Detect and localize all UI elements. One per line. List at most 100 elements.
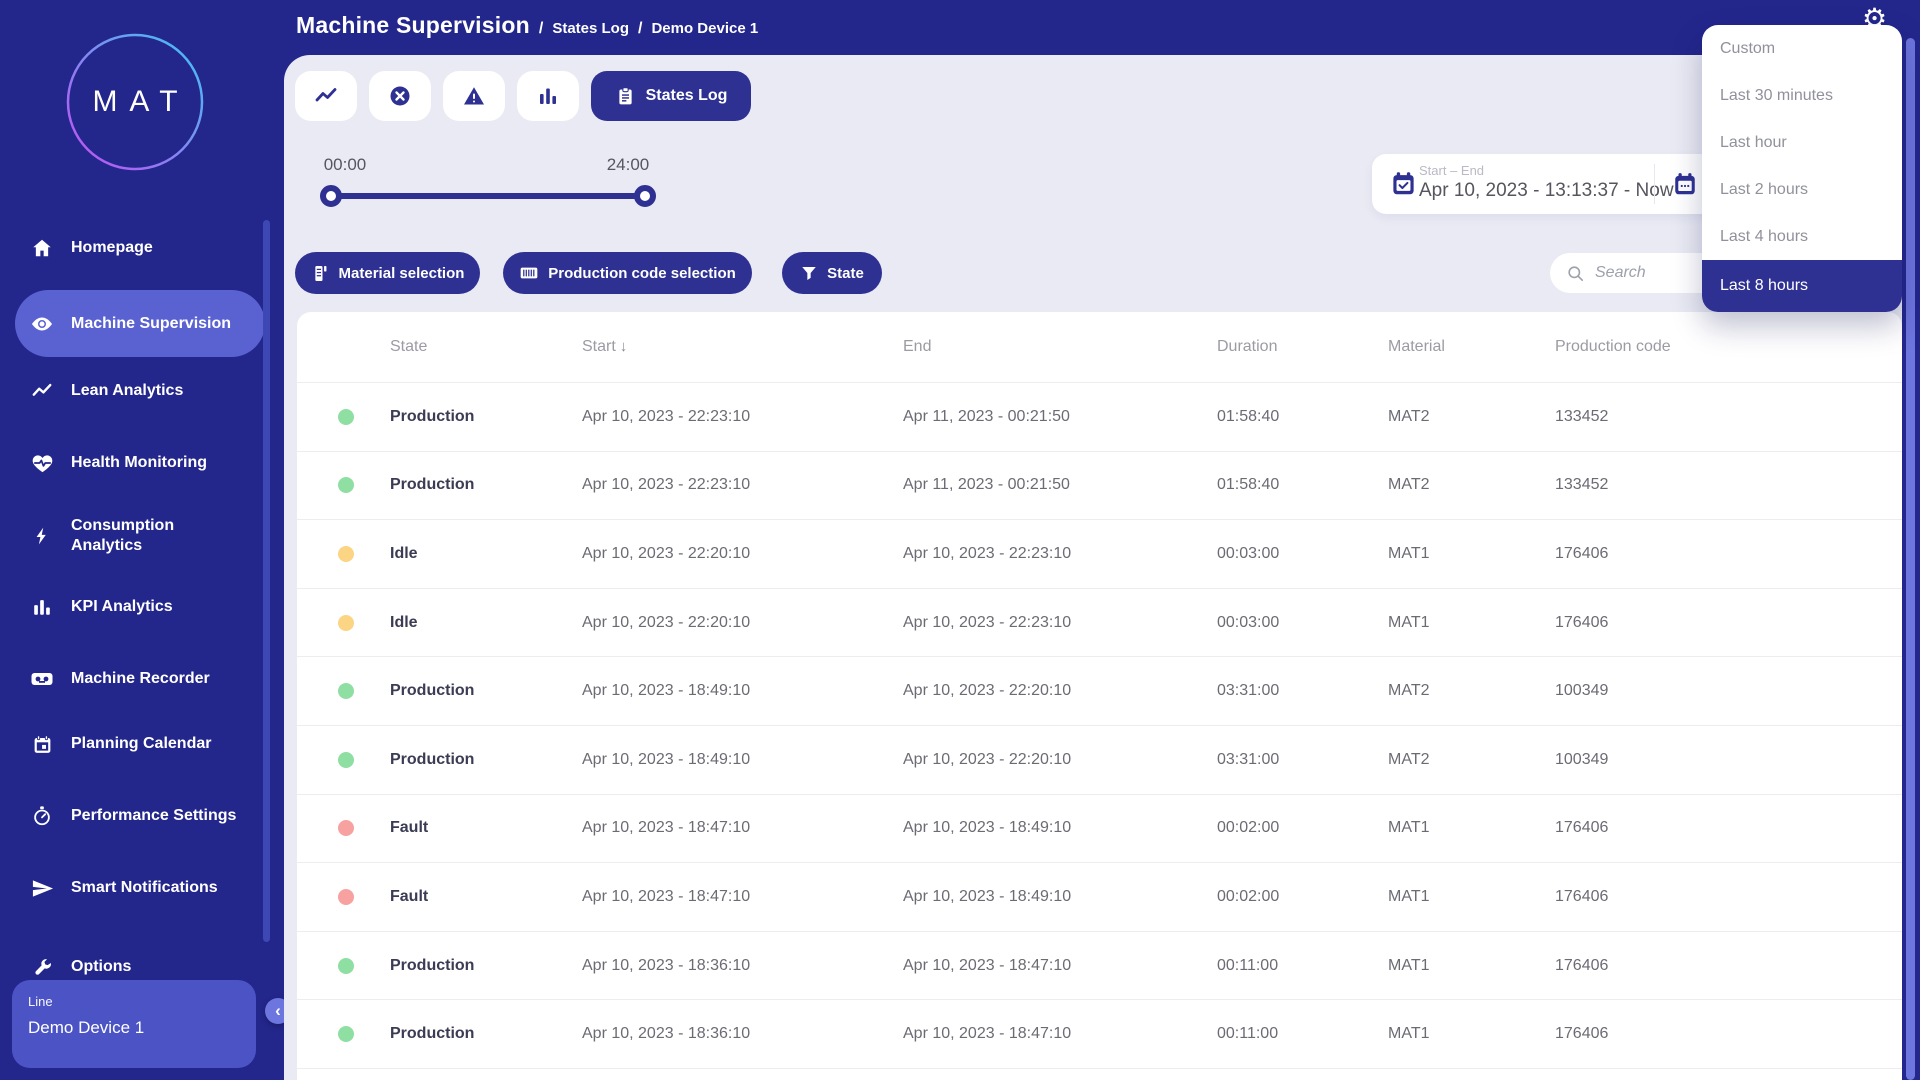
column-header-start[interactable]: Start ↓: [582, 338, 628, 355]
brand-logo: MAT: [65, 32, 205, 172]
divider: [1654, 164, 1655, 204]
cell-start: Apr 10, 2023 - 18:36:10: [582, 956, 751, 974]
column-header-state[interactable]: State: [390, 338, 428, 355]
cell-material: MAT1: [1388, 956, 1430, 974]
table-row[interactable]: Fault Apr 10, 2023 - 18:47:10 Apr 10, 20…: [297, 795, 1902, 864]
column-header-production-code[interactable]: Production code: [1555, 338, 1671, 355]
sort-desc-icon: ↓: [619, 338, 628, 355]
cell-end: Apr 10, 2023 - 18:49:10: [903, 819, 1072, 837]
search-icon: [1568, 265, 1584, 281]
device-name: Demo Device 1: [28, 1018, 145, 1037]
time-slider-handle-start[interactable]: [320, 185, 342, 207]
dropdown-item[interactable]: Last 30 minutes: [1702, 72, 1902, 119]
tab-trend[interactable]: [295, 71, 357, 121]
cell-production-code: 176406: [1555, 887, 1609, 905]
tab-faults[interactable]: [369, 71, 431, 121]
main-content: States Log 00:00 24:00 Start – End Apr 1…: [284, 55, 1902, 1080]
sidebar-item-planning-calendar[interactable]: Planning Calendar: [15, 732, 265, 756]
cell-end: Apr 10, 2023 - 22:23:10: [903, 544, 1072, 562]
cell-material: MAT1: [1388, 544, 1430, 562]
sidebar-item-label: Machine Recorder: [71, 670, 210, 687]
sidebar-item-machine-recorder[interactable]: Machine Recorder: [15, 667, 265, 691]
sidebar-item-label: Smart Notifications: [71, 879, 218, 896]
cell-state: Production: [390, 956, 475, 974]
dropdown-item-label: Last 30 minutes: [1720, 87, 1833, 104]
status-dot: [338, 1026, 354, 1043]
chevron-left-icon: ‹: [275, 1001, 281, 1020]
dropdown-item-label: Last hour: [1720, 134, 1787, 151]
table-row[interactable]: Production Apr 10, 2023 - 18:49:10 Apr 1…: [297, 657, 1902, 726]
status-dot: [338, 683, 354, 700]
trend-icon: [315, 88, 337, 102]
cell-state: Fault: [390, 819, 429, 837]
production-code-selection-button[interactable]: Production code selection: [503, 252, 752, 294]
time-slider-handle-end[interactable]: [634, 185, 656, 207]
cell-material: MAT1: [1388, 887, 1430, 905]
sidebar-item-consumption-analytics[interactable]: Consumption Analytics: [15, 516, 265, 556]
state-filter-button[interactable]: State: [782, 252, 882, 294]
cell-end: Apr 10, 2023 - 18:47:10: [903, 956, 1072, 974]
cell-state: Idle: [390, 613, 418, 631]
bolt-icon: [30, 524, 54, 548]
cell-production-code: 133452: [1555, 407, 1609, 425]
table-row[interactable]: Production Apr 10, 2023 - 18:36:10 Apr 1…: [297, 1000, 1902, 1069]
dropdown-item[interactable]: Last 4 hours: [1702, 213, 1902, 260]
cell-material: MAT2: [1388, 750, 1430, 768]
material-selection-button[interactable]: Material selection: [295, 252, 480, 294]
cell-material: MAT2: [1388, 407, 1430, 425]
cell-duration: 00:03:00: [1217, 544, 1280, 562]
column-header-duration[interactable]: Duration: [1217, 338, 1278, 355]
dropdown-item[interactable]: Last 2 hours: [1702, 166, 1902, 213]
dropdown-item[interactable]: Custom: [1702, 25, 1902, 72]
slider-start-label: 00:00: [323, 155, 367, 174]
table-row[interactable]: Production Apr 10, 2023 - 18:49:10 Apr 1…: [297, 726, 1902, 795]
sidebar-item-performance-settings[interactable]: Performance Settings: [15, 804, 265, 828]
cell-production-code: 100349: [1555, 750, 1609, 768]
table-row[interactable]: Production Apr 10, 2023 - 22:23:10 Apr 1…: [297, 452, 1902, 521]
date-range-value: Apr 10, 2023 - 13:13:37 - Now: [1419, 180, 1674, 201]
column-header-material[interactable]: Material: [1388, 338, 1445, 355]
cell-start: Apr 10, 2023 - 22:20:10: [582, 544, 751, 562]
logo-ring-icon: [66, 33, 204, 171]
tab-statistics[interactable]: [517, 71, 579, 121]
breadcrumb: Machine Supervision / States Log / Demo …: [296, 12, 758, 39]
dropdown-item-label: Custom: [1720, 40, 1776, 57]
column-header-end[interactable]: End: [903, 338, 932, 355]
table-row[interactable]: Production Apr 10, 2023 - 18:36:10 Apr 1…: [297, 932, 1902, 1001]
breadcrumb-device[interactable]: Demo Device 1: [651, 20, 759, 37]
table-row[interactable]: Idle Apr 10, 2023 - 22:20:10 Apr 10, 202…: [297, 520, 1902, 589]
sidebar-item-label: Homepage: [71, 239, 153, 256]
dropdown-item-label: Last 8 hours: [1720, 277, 1809, 294]
page-scrollbar[interactable]: [1906, 38, 1915, 1080]
sidebar-item-options[interactable]: Options: [15, 955, 265, 979]
table-row[interactable]: Idle Apr 10, 2023 - 22:20:10 Apr 10, 202…: [297, 589, 1902, 658]
table-row[interactable]: Production Apr 10, 2023 - 22:23:10 Apr 1…: [297, 383, 1902, 452]
cell-start: Apr 10, 2023 - 22:20:10: [582, 613, 751, 631]
sidebar-item-smart-notifications[interactable]: Smart Notifications: [15, 876, 265, 900]
heart-pulse-icon: [30, 451, 54, 475]
cell-start: Apr 10, 2023 - 18:47:10: [582, 887, 751, 905]
calendar-check-icon: [1390, 170, 1417, 197]
sidebar-item-lean-analytics[interactable]: Lean Analytics: [15, 379, 265, 403]
bar-chart-icon: [30, 595, 54, 619]
breadcrumb-states-log[interactable]: States Log: [552, 20, 629, 37]
dropdown-item[interactable]: Last hour: [1702, 119, 1902, 166]
funnel-icon: [802, 267, 816, 280]
calendar-dots-icon[interactable]: [1672, 171, 1698, 197]
sidebar-item-homepage[interactable]: Homepage: [15, 236, 265, 260]
table-row[interactable]: Fault Apr 10, 2023 - 18:47:10 Apr 10, 20…: [297, 863, 1902, 932]
cell-duration: 00:11:00: [1217, 956, 1279, 974]
cell-end: Apr 10, 2023 - 22:20:10: [903, 682, 1072, 700]
device-card[interactable]: Line Demo Device 1: [12, 980, 256, 1068]
tab-warnings[interactable]: [443, 71, 505, 121]
sidebar-item-label: KPI Analytics: [71, 598, 173, 615]
cell-state: Production: [390, 476, 475, 494]
sidebar-scrollbar[interactable]: [263, 220, 270, 942]
tab-states-log[interactable]: States Log: [591, 71, 751, 121]
sidebar-item-machine-supervision[interactable]: Machine Supervision: [15, 290, 265, 357]
status-dot: [338, 888, 354, 905]
dropdown-item[interactable]: Last 8 hours: [1702, 260, 1902, 312]
sidebar-item-health-monitoring[interactable]: Health Monitoring: [15, 451, 265, 475]
sidebar-item-kpi-analytics[interactable]: KPI Analytics: [15, 595, 265, 619]
time-slider-track[interactable]: [331, 193, 645, 199]
